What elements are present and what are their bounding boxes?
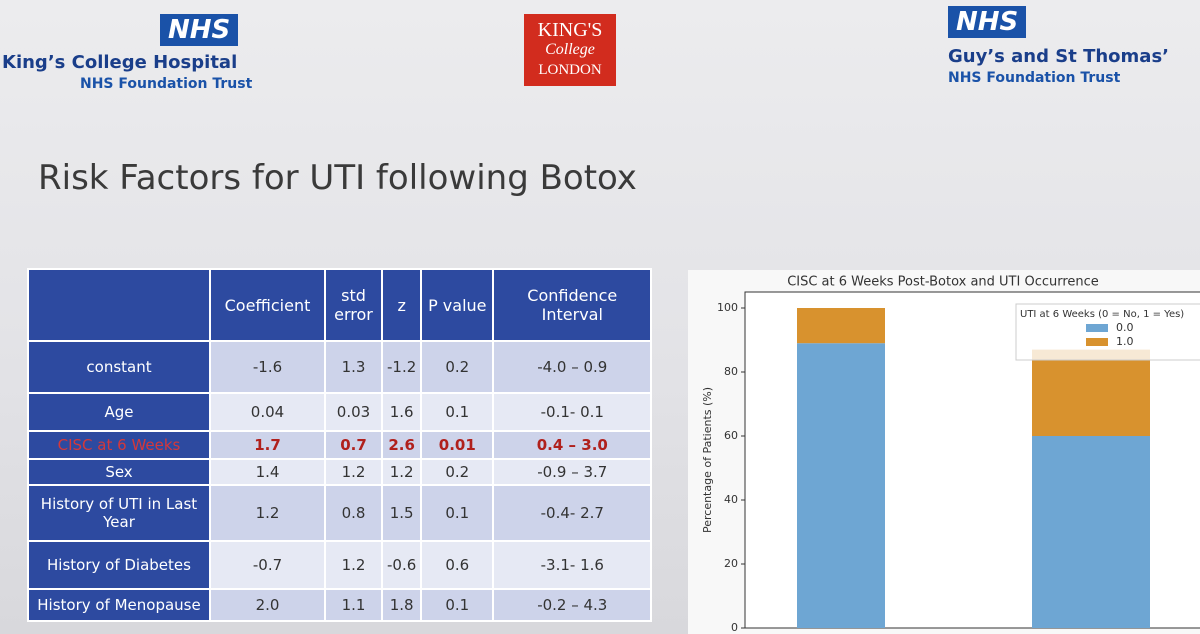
kcl-logo: KING'S College LONDON (524, 14, 616, 86)
y-tick-label: 100 (717, 301, 738, 314)
nhs-badge: NHS (160, 14, 239, 46)
cell: 1.2 (380, 458, 423, 486)
org-trust: NHS Foundation Trust (80, 76, 253, 92)
row-label: Sex (27, 458, 211, 486)
cell: 0.8 (324, 484, 383, 542)
bar-segment (1032, 349, 1150, 436)
cell: 0.6 (420, 540, 495, 590)
table-row: History of UTI in Last Year 1.2 0.8 1.5 0.1-… (27, 484, 653, 542)
chart-title: CISC at 6 Weeks Post-Botox and UTI Occur… (787, 275, 1099, 290)
chart: CISC at 6 Weeks Post-Botox and UTI Occur… (701, 275, 1200, 634)
row-label: History of Diabetes (27, 540, 211, 590)
logo-text: KING'S (537, 19, 603, 41)
y-tick-label: 80 (724, 365, 738, 378)
row-label: constant (27, 340, 211, 394)
cell: 0.2 (420, 458, 495, 486)
y-tick-label: 40 (724, 493, 738, 506)
bar-segment (797, 308, 885, 344)
legend-label: 1.0 (1116, 335, 1134, 348)
chart-panel: CISC at 6 Weeks Post-Botox and UTI Occur… (688, 270, 1200, 634)
table-row: CISC at 6 Weeks 1.7 0.7 2.6 0.01 0.4 – 3.0 (27, 430, 653, 460)
y-tick-label: 20 (724, 557, 738, 570)
org-name: King’s College Hospital (2, 52, 238, 73)
cell: -3.1- 1.6 (492, 540, 653, 590)
cell: 0.1 (420, 484, 495, 542)
cell: -0.2 – 4.3 (492, 588, 653, 622)
y-tick-label: 0 (731, 621, 738, 634)
cell: 1.2 (324, 540, 383, 590)
cell: -0.4- 2.7 (492, 484, 653, 542)
org-trust: NHS Foundation Trust (948, 70, 1121, 86)
cell: -4.0 – 0.9 (492, 340, 653, 394)
cell: 1.5 (380, 484, 423, 542)
y-axis-label: Percentage of Patients (%) (701, 387, 714, 533)
column-header: std error (324, 268, 383, 342)
table-row: History of Diabetes -0.7 1.2 -0.6 0.6 -3.1- 1… (27, 540, 653, 590)
legend-title: UTI at 6 Weeks (0 = No, 1 = Yes) (1020, 309, 1184, 320)
cell: -1.2 (380, 340, 423, 394)
bar-segment (797, 343, 885, 628)
cell: 1.7 (209, 430, 326, 460)
table-row: History of Menopause 2.0 1.1 1.8 0.1 -0.2 – 4… (27, 588, 653, 622)
legend-swatch (1086, 324, 1108, 332)
cell: 0.03 (324, 392, 383, 432)
cell: 1.3 (324, 340, 383, 394)
legend-label: 0.0 (1116, 321, 1134, 334)
row-label: History of Menopause (27, 588, 211, 622)
cell: 1.6 (380, 392, 423, 432)
cell: 1.4 (209, 458, 326, 486)
cell: 1.1 (324, 588, 383, 622)
table-row: constant -1.6 1.3 -1.2 0.2 -4.0 – 0.9 (27, 340, 653, 394)
table-row: Sex 1.4 1.2 1.2 0.2 -0.9 – 3.7 (27, 458, 653, 486)
column-header: z (380, 268, 423, 342)
cell: -0.9 – 3.7 (492, 458, 653, 486)
table-row: Age 0.04 0.03 1.6 0.1 -0.1- 0.1 (27, 392, 653, 432)
cell: 0.01 (420, 430, 495, 460)
nhs-badge: NHS (948, 6, 1027, 38)
risk-table: Coefficient std error z P value Confidence I… (27, 268, 653, 622)
bar-segment (1032, 436, 1150, 628)
cell: 0.1 (420, 588, 495, 622)
column-header: Confidence Interval (492, 268, 653, 342)
row-label: Age (27, 392, 211, 432)
cell: -0.1- 0.1 (492, 392, 653, 432)
logo-text: College (545, 41, 595, 58)
cell: -0.6 (380, 540, 423, 590)
slide-title: Risk Factors for UTI following Botox (38, 158, 637, 198)
y-tick-label: 60 (724, 429, 738, 442)
cell: -1.6 (209, 340, 326, 394)
logo-text: LONDON (538, 62, 602, 78)
column-header (27, 268, 211, 342)
row-label: History of UTI in Last Year (27, 484, 211, 542)
cell: 0.04 (209, 392, 326, 432)
header-row: Coefficient std error z P value Confidence I… (27, 268, 653, 342)
cell: -0.7 (209, 540, 326, 590)
org-name: Guy’s and St Thomas’ (948, 46, 1170, 67)
column-header: P value (420, 268, 495, 342)
legend-swatch (1086, 338, 1108, 346)
cell: 1.2 (324, 458, 383, 486)
cell: 0.4 – 3.0 (492, 430, 653, 460)
cell: 1.8 (380, 588, 423, 622)
cell: 1.2 (209, 484, 326, 542)
cell: 0.2 (420, 340, 495, 394)
cell: 0.1 (420, 392, 495, 432)
row-label: CISC at 6 Weeks (27, 430, 211, 460)
cell: 2.0 (209, 588, 326, 622)
column-header: Coefficient (209, 268, 326, 342)
cell: 2.6 (380, 430, 423, 460)
cell: 0.7 (324, 430, 383, 460)
